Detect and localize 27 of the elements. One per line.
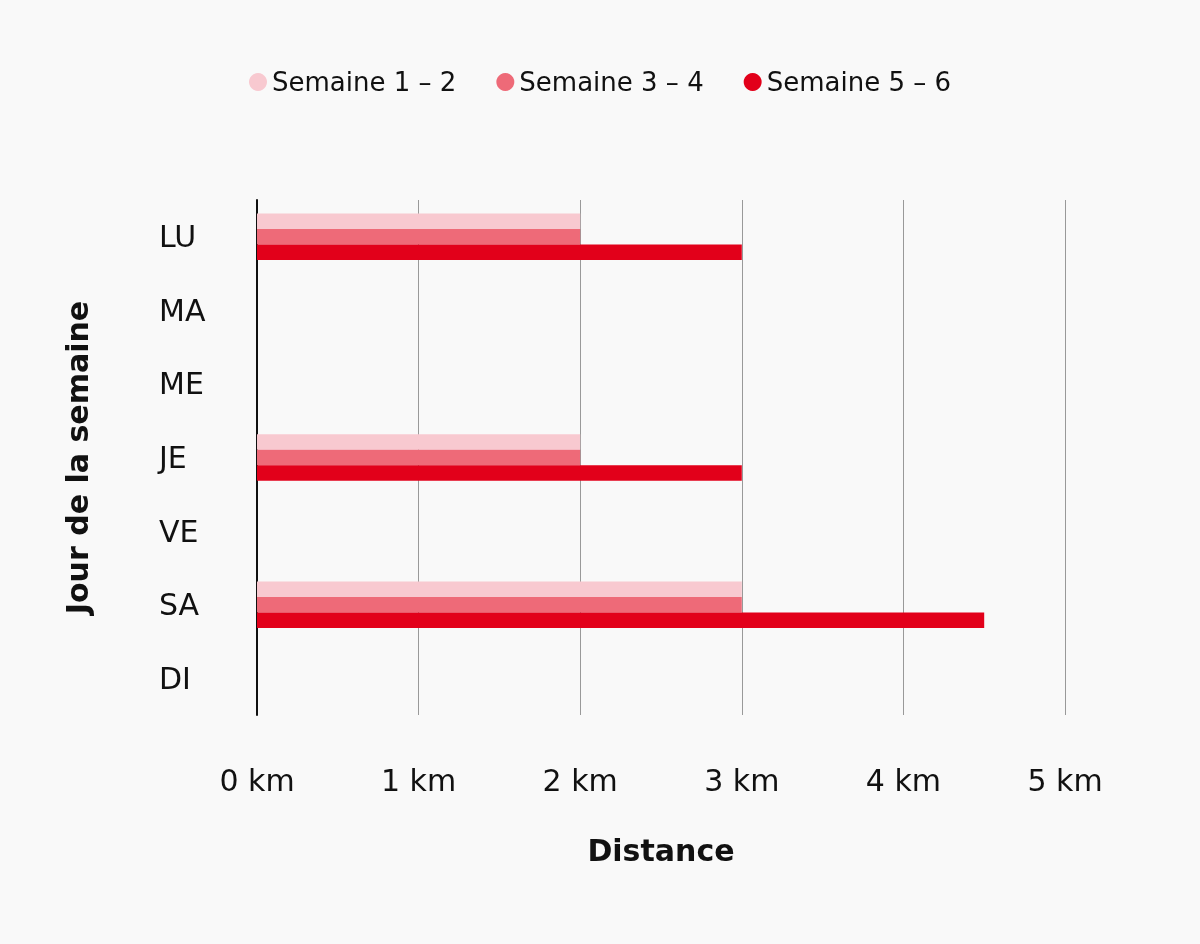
x-tick-label: 5 km [1027, 762, 1103, 798]
bar [257, 229, 581, 245]
y-tick-label: VE [159, 513, 199, 549]
bar [257, 612, 985, 628]
bar [257, 581, 742, 597]
x-tick-label: 3 km [704, 762, 780, 798]
y-tick-label: DI [159, 660, 191, 696]
y-tick-label: SA [159, 587, 200, 623]
legend-label: Semaine 3 – 4 [519, 67, 704, 97]
y-tick-label: LU [159, 219, 197, 255]
bar [257, 434, 581, 450]
x-tick-label: 1 km [380, 762, 457, 798]
bar [257, 596, 742, 613]
y-tick-label: MA [159, 292, 206, 328]
bar [257, 244, 742, 261]
y-tick-label: JE [157, 440, 187, 475]
y-tick-label: ME [159, 366, 204, 402]
x-tick-label: 0 km [219, 762, 295, 798]
bar [257, 449, 581, 466]
bar [257, 465, 742, 481]
bar [257, 213, 581, 230]
y-axis-title: Jour de la semaine [59, 300, 95, 617]
x-axis-title: Distance [587, 832, 735, 868]
x-tick-label: 4 km [865, 762, 942, 798]
legend-label: Semaine 5 – 6 [766, 67, 952, 97]
x-tick-label: 2 km [542, 762, 618, 798]
legend-label: Semaine 1 – 2 [272, 67, 457, 97]
